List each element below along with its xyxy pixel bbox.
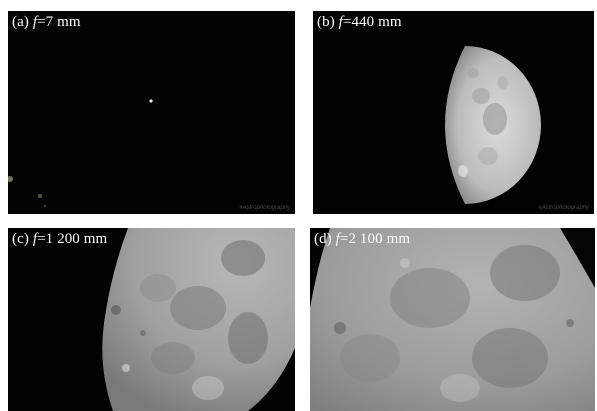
panel-c-caption: (c) f=1 200 mm <box>12 231 108 247</box>
moon-closeup-image <box>310 228 595 411</box>
panel-a-caption: (a) f=7 mm <box>12 14 81 30</box>
ground-light <box>38 194 42 198</box>
panel-d-moon-closeup-2100mm: (d) f=2 100 mm <box>310 228 595 411</box>
watermark: #Astrophotography <box>538 205 589 211</box>
panel-a-night-sky-7mm: (a) f=7 mm #Astrophotography <box>8 11 295 214</box>
moon-dot <box>149 99 153 103</box>
space-corner <box>560 228 595 288</box>
panel-d-caption: (d) f=2 100 mm <box>314 231 411 247</box>
half-moon-image <box>313 11 594 214</box>
panel-b-caption: (b) f=440 mm <box>317 14 402 30</box>
ground-light <box>43 204 47 208</box>
night-sky-image <box>8 11 295 214</box>
watermark: #Astrophotography <box>239 205 290 211</box>
panel-c-moon-closeup-1200mm: (c) f=1 200 mm <box>8 228 295 411</box>
ground-light <box>8 176 13 182</box>
panel-b-half-moon-440mm: (b) f=440 mm #Astrophotography <box>313 11 594 214</box>
moon-closeup-image <box>8 228 295 411</box>
